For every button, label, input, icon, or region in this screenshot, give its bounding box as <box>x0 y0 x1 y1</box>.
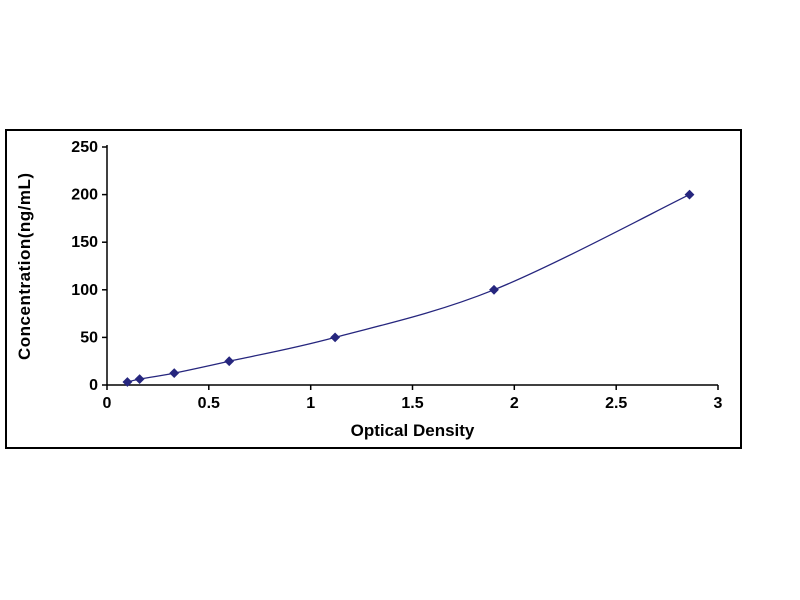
data-point-marker <box>330 332 341 343</box>
standard-curve-chart: 0 0.5 1 1.5 2 2.5 3 0 50 100 150 200 250 <box>71 139 723 412</box>
data-point-marker <box>489 284 499 295</box>
x-tick-label: 2 <box>510 395 519 412</box>
chart-frame: Concentration(ng/mL) 0 0.5 1 1.5 2 2.5 3 0 50 100… <box>5 129 742 449</box>
data-point-marker <box>224 356 235 367</box>
curve-line <box>127 194 690 383</box>
x-tick-label: 0 <box>103 395 112 412</box>
data-point-marker <box>684 189 695 200</box>
y-tick-label: 100 <box>71 282 98 299</box>
data-point-marker <box>169 368 180 379</box>
x-tick-label: 0.5 <box>198 395 220 412</box>
y-tick-label: 200 <box>71 187 98 204</box>
data-point-marker <box>134 374 145 385</box>
x-tick-label: 3 <box>714 395 723 412</box>
y-tick-label: 50 <box>80 329 98 346</box>
y-tick-label: 150 <box>71 234 98 251</box>
y-tick-label: 0 <box>89 377 98 394</box>
data-point-marker <box>122 377 133 387</box>
x-tick-label: 1 <box>306 395 315 412</box>
y-tick-label: 250 <box>71 139 98 156</box>
x-axis-label: Optical Density <box>350 421 475 440</box>
x-tick-label: 1.5 <box>401 395 423 412</box>
x-tick-label: 2.5 <box>605 395 627 412</box>
